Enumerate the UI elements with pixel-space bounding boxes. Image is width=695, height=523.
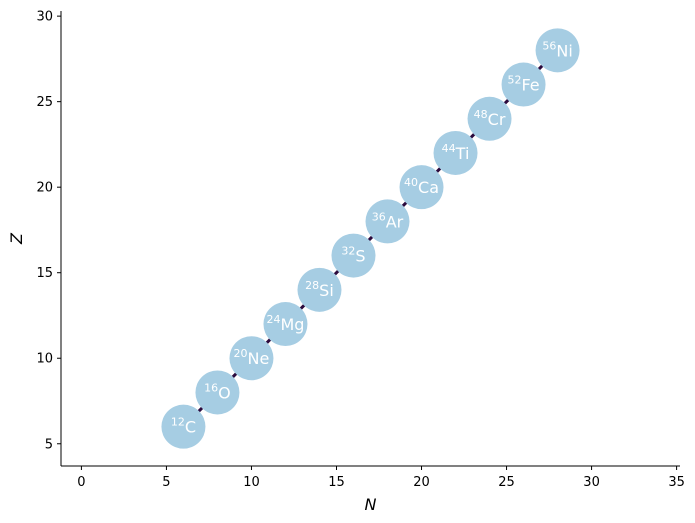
- y-tick-label: 15: [36, 266, 53, 281]
- nuclide-marker: [433, 130, 478, 175]
- element-symbol: Ti: [455, 144, 470, 163]
- x-tick-label: 30: [583, 475, 600, 490]
- mass-number: 16: [204, 381, 218, 394]
- nuclide-marker: [161, 404, 206, 449]
- nuclide-point: 20Ne: [229, 336, 274, 381]
- nuclide-label: 16O: [204, 381, 231, 402]
- element-symbol: Ca: [418, 178, 439, 197]
- nuclide-point: 12C: [161, 404, 206, 449]
- nuclide-point: 28Si: [297, 267, 342, 312]
- nuclide-label: 20Ne: [234, 347, 270, 368]
- mass-number: 32: [341, 245, 355, 258]
- mass-number: 12: [171, 416, 185, 429]
- mass-number: 28: [305, 279, 319, 292]
- element-symbol: Ni: [556, 41, 572, 60]
- x-tick-label: 15: [328, 475, 345, 490]
- nuclide-point: 56Ni: [535, 28, 580, 73]
- mass-number: 52: [507, 74, 521, 87]
- nuclide-point: 16O: [195, 370, 240, 415]
- x-tick-label: 25: [498, 475, 515, 490]
- element-symbol: Ar: [386, 212, 404, 231]
- x-axis-label: N: [365, 495, 377, 514]
- x-tick-label: 10: [243, 475, 260, 490]
- nuclide-markers: 12C16O20Ne24Mg28Si32S36Ar40Ca44Ti48Cr52F…: [161, 28, 580, 449]
- nuclide-label: 28Si: [305, 279, 334, 300]
- nuclide-point: 40Ca: [399, 165, 444, 210]
- nuclide-label: 12C: [171, 416, 196, 437]
- nuclide-marker: [501, 62, 546, 107]
- nuclide-label: 44Ti: [442, 142, 470, 163]
- y-tick-label: 5: [45, 437, 53, 452]
- mass-number: 20: [234, 347, 248, 360]
- nuclide-marker: [195, 370, 240, 415]
- nuclide-label: 48Cr: [474, 108, 506, 129]
- nuclide-marker: [263, 302, 308, 347]
- nuclide-marker: [229, 336, 274, 381]
- mass-number: 56: [542, 39, 556, 52]
- x-tick-label: 5: [162, 475, 170, 490]
- x-tick-label: 35: [668, 475, 685, 490]
- y-tick-label: 20: [36, 181, 53, 196]
- nuclide-marker: [365, 199, 410, 244]
- nuclide-point: 24Mg: [263, 302, 308, 347]
- nuclide-point: 48Cr: [467, 96, 512, 141]
- nuclide-label: 36Ar: [372, 210, 404, 231]
- mass-number: 48: [474, 108, 488, 121]
- nuclide-label: 24Mg: [266, 313, 304, 334]
- element-symbol: C: [185, 418, 196, 437]
- y-axis-label: Z: [7, 232, 26, 245]
- nuclide-label: 56Ni: [542, 39, 572, 60]
- nuclide-marker: [467, 96, 512, 141]
- mass-number: 36: [372, 210, 386, 223]
- mass-number: 40: [404, 176, 418, 189]
- y-tick-label: 25: [36, 95, 53, 110]
- nuclide-label: 40Ca: [404, 176, 439, 197]
- nuclide-point: 36Ar: [365, 199, 410, 244]
- y-tick-label: 30: [36, 10, 53, 25]
- nuclide-label: 52Fe: [507, 74, 539, 95]
- nuclide-point: 52Fe: [501, 62, 546, 107]
- nuclide-marker: [297, 267, 342, 312]
- x-tick-label: 0: [77, 475, 85, 490]
- element-symbol: Si: [319, 281, 334, 300]
- nuclide-point: 32S: [331, 233, 376, 278]
- nuclide-marker: [331, 233, 376, 278]
- nuclide-label: 32S: [341, 245, 365, 266]
- x-tick-label: 20: [413, 475, 430, 490]
- element-symbol: S: [355, 247, 365, 266]
- y-tick-label: 10: [36, 352, 53, 367]
- element-symbol: Ne: [248, 349, 270, 368]
- mass-number: 44: [442, 142, 456, 155]
- nuclide-marker: [535, 28, 580, 73]
- axes: 0 5 10 15 20 25 30 35 5 10 15 20 25 30: [36, 10, 684, 490]
- nuclide-marker: [399, 165, 444, 210]
- element-symbol: Mg: [280, 315, 304, 334]
- nuclide-point: 44Ti: [433, 130, 478, 175]
- element-symbol: O: [218, 383, 231, 402]
- element-symbol: Cr: [488, 110, 506, 129]
- element-symbol: Fe: [521, 76, 539, 95]
- mass-number: 24: [266, 313, 280, 326]
